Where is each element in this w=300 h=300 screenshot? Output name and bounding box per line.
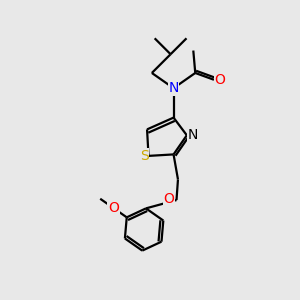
Text: N: N [188,128,198,142]
Text: O: O [214,73,225,87]
Text: N: N [168,81,179,95]
Text: O: O [108,201,119,215]
Text: S: S [140,149,148,163]
Text: O: O [164,192,175,206]
